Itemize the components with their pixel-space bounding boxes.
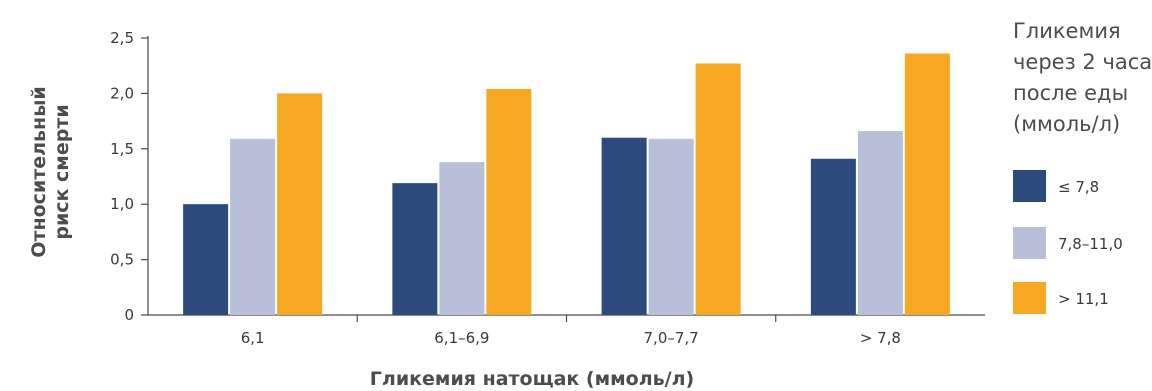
x-axis: 6,1 6,1–6,9 7,0–7,7 > 7,8 (148, 314, 985, 347)
bar (648, 138, 694, 315)
legend-title-line-1: Гликемия (1013, 19, 1121, 43)
bars (183, 53, 950, 316)
legend-label: ≤ 7,8 (1058, 178, 1099, 196)
y-axis: 0 0,5 1,0 1,5 2,0 2,5 (110, 29, 149, 324)
bar (601, 137, 647, 315)
legend-label: 7,8–11,0 (1058, 235, 1123, 253)
legend-title-line-4: (ммоль/л) (1013, 112, 1120, 136)
y-tick-label: 1,0 (110, 195, 134, 213)
bar (183, 204, 229, 315)
y-tick-label: 2,5 (110, 29, 134, 47)
x-tick-label: 6,1–6,9 (434, 329, 489, 347)
x-tick-label: > 7,8 (860, 329, 901, 347)
bar (857, 131, 903, 315)
bar (277, 93, 323, 316)
x-tick-label: 7,0–7,7 (644, 329, 699, 347)
legend-label: > 11,1 (1058, 290, 1109, 308)
bar (439, 162, 485, 315)
y-tick-label: 0 (124, 306, 134, 324)
legend-swatch (1013, 227, 1046, 259)
y-axis-title-line-1: Относительный (28, 86, 50, 257)
legend: Гликемия через 2 часа после еды (ммоль/л… (1013, 19, 1152, 314)
bar (392, 183, 438, 315)
bar (810, 158, 856, 315)
bar (230, 138, 276, 315)
legend-title-line-3: после еды (1013, 81, 1128, 105)
legend-swatch (1013, 170, 1046, 202)
bar (904, 53, 950, 316)
y-tick-label: 2,0 (110, 84, 134, 102)
legend-swatch (1013, 282, 1046, 314)
legend-title-line-2: через 2 часа (1013, 50, 1152, 74)
y-tick-label: 1,5 (110, 140, 134, 158)
x-tick-label: 6,1 (241, 329, 265, 347)
bar (695, 63, 741, 315)
x-axis-title: Гликемия натощак (ммоль/л) (370, 368, 694, 390)
y-axis-title-line-2: риск смерти (51, 104, 73, 239)
y-tick-label: 0,5 (110, 251, 134, 269)
bar (486, 88, 532, 315)
